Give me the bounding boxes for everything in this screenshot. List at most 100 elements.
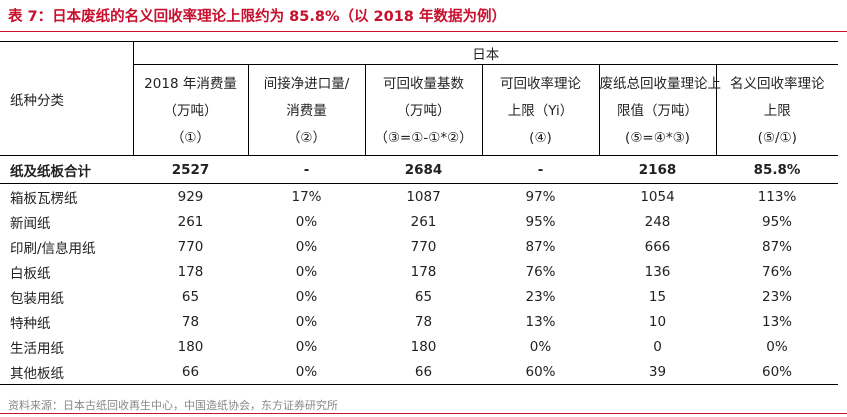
table-cell: 666 bbox=[644, 238, 671, 255]
table-cell: 23% bbox=[525, 288, 556, 305]
column-header-line: （②） bbox=[286, 130, 327, 146]
table-cell: 0% bbox=[295, 213, 318, 230]
table-cell: 0 bbox=[653, 338, 662, 355]
table-cell: 178 bbox=[177, 263, 204, 280]
table-row: 白板纸 178 0% 178 76% 136 76% bbox=[0, 259, 838, 284]
table-cell: 65 bbox=[414, 288, 433, 305]
table-cell: 2168 bbox=[599, 155, 716, 184]
table-cell: 60% bbox=[482, 359, 599, 385]
table-cell: 97% bbox=[525, 188, 556, 205]
row-label: 其他板纸 bbox=[0, 359, 133, 385]
table-cell: 0% bbox=[295, 338, 318, 355]
column-header-line: 上限（Yi） bbox=[507, 103, 574, 119]
table-cell: 78 bbox=[181, 313, 200, 330]
column-header-line: （万吨） bbox=[396, 103, 451, 119]
column-header-line: 可回收量基数 bbox=[383, 76, 464, 92]
table-cell: 0% bbox=[295, 263, 318, 280]
total-row: 纸及纸板合计 2527-2684-2168 85.8% bbox=[0, 155, 839, 184]
column-header-line: 间接净进口量/ bbox=[263, 76, 350, 92]
table-cell: 929 bbox=[177, 188, 204, 205]
column-header-line: 上限 bbox=[763, 103, 791, 119]
table-cell: 2684 bbox=[365, 155, 482, 184]
table-cell: 2527 bbox=[133, 155, 248, 184]
table-cell: 770 bbox=[410, 238, 437, 255]
footer-divider bbox=[0, 413, 847, 414]
table-cell: 66 bbox=[365, 359, 482, 385]
data-table: 纸种分类 日本 2018 年消费量 （万吨） （①） 间接净进口量/消费量 （②） 可回收… bbox=[0, 41, 839, 385]
column-header-line: (⑤/①) bbox=[757, 130, 797, 146]
table-cell: 0% bbox=[295, 313, 318, 330]
table-cell: 261 bbox=[410, 213, 437, 230]
table-cell: 78 bbox=[414, 313, 433, 330]
table-cell: 0% bbox=[766, 338, 788, 355]
row-label: 纸及纸板合计 bbox=[0, 155, 133, 184]
column-header-line: 废纸总回收量理论上 bbox=[599, 76, 722, 92]
group-header: 日本 bbox=[132, 41, 839, 65]
table-cell: 39 bbox=[599, 359, 716, 385]
table-cell: 0% bbox=[295, 288, 318, 305]
table-row: 包装用纸 65 0% 65 23% 15 23% bbox=[0, 284, 838, 309]
column-header-line: 可回收率理论 bbox=[500, 76, 581, 92]
table-cell: 0% bbox=[295, 238, 318, 255]
table-cell: 23% bbox=[762, 288, 793, 305]
title-divider bbox=[0, 31, 847, 32]
table-cell: 180 bbox=[177, 338, 204, 355]
table-cell: - bbox=[248, 155, 365, 184]
row-label: 包装用纸 bbox=[10, 290, 64, 307]
table-cell: 248 bbox=[644, 213, 671, 230]
row-label: 箱板瓦楞纸 bbox=[10, 190, 78, 207]
column-header: 2018 年消费量 （万吨） （①） bbox=[132, 64, 248, 156]
table-cell: 65 bbox=[181, 288, 200, 305]
table-row: 箱板瓦楞纸 929 17% 1087 97% 1054 113% bbox=[0, 184, 838, 210]
table-row: 生活用纸 180 0% 180 0% 0 0% bbox=[0, 334, 838, 359]
table-cell: 95% bbox=[762, 213, 793, 230]
table-cell: 76% bbox=[525, 263, 556, 280]
column-header: 名义回收率理论 上限 (⑤/①) bbox=[715, 64, 839, 156]
table-cell: 60% bbox=[716, 359, 839, 385]
table-cell: 178 bbox=[410, 263, 437, 280]
table-cell: 261 bbox=[177, 213, 204, 230]
table-cell: 15 bbox=[648, 288, 667, 305]
table-cell: 13% bbox=[762, 313, 793, 330]
table-cell: 770 bbox=[177, 238, 204, 255]
column-header-row: 2018 年消费量 （万吨） （①） 间接净进口量/消费量 （②） 可回收量基数 （万吨） （… bbox=[0, 64, 839, 156]
column-header: 间接净进口量/消费量 （②） bbox=[247, 64, 365, 156]
table-cell: 95% bbox=[525, 213, 556, 230]
column-header-line: 限值（万吨） bbox=[617, 103, 698, 119]
table-cell: 10 bbox=[648, 313, 667, 330]
column-header: 废纸总回收量理论上 限值（万吨） (⑤=④*③) bbox=[598, 64, 722, 156]
column-header: 可回收量基数 （万吨） （③=①-①*②） bbox=[364, 64, 482, 156]
table-cell: 180 bbox=[410, 338, 437, 355]
row-label: 生活用纸 bbox=[10, 340, 64, 357]
table-row: 特种纸 78 0% 78 13% 10 13% bbox=[0, 309, 838, 334]
table-cell: 87% bbox=[525, 238, 556, 255]
table-cell: 17% bbox=[291, 188, 322, 205]
table-row: 印刷/信息用纸 770 0% 770 87% 666 87% bbox=[0, 234, 838, 259]
column-header-line: (⑤=④*③) bbox=[625, 130, 690, 146]
table-cell: 85.8% bbox=[716, 155, 839, 184]
row-label: 新闻纸 bbox=[10, 215, 51, 232]
table-cell: 13% bbox=[525, 313, 556, 330]
column-header-line: （①） bbox=[170, 130, 211, 146]
column-header-line: 2018 年消费量 bbox=[144, 76, 237, 92]
column-header-line: (④) bbox=[529, 130, 552, 146]
column-header-line: （③=①-①*②） bbox=[374, 130, 473, 146]
table-body: 纸及纸板合计 2527-2684-2168 85.8% 箱板瓦楞纸 929 17% 1087… bbox=[0, 155, 839, 385]
row-label: 白板纸 bbox=[10, 265, 51, 282]
table-cell: 0% bbox=[529, 338, 552, 355]
corner-label: 纸种分类 bbox=[0, 41, 133, 156]
table-cell: 113% bbox=[757, 188, 797, 205]
table-row: 新闻纸 261 0% 261 95% 248 95% bbox=[0, 209, 838, 234]
table-cell: 1087 bbox=[406, 188, 441, 205]
table-cell: 136 bbox=[644, 263, 671, 280]
table-title: 表 7：日本废纸的名义回收率理论上限约为 85.8%（以 2018 年数据为例） bbox=[8, 9, 506, 25]
row-label: 印刷/信息用纸 bbox=[10, 240, 96, 257]
row-label: 特种纸 bbox=[10, 315, 51, 332]
column-header-line: 名义回收率理论 bbox=[730, 76, 825, 92]
table-cell: 66 bbox=[133, 359, 248, 385]
column-header-line: 消费量 bbox=[286, 103, 327, 119]
table-cell: 87% bbox=[762, 238, 793, 255]
table-cell: - bbox=[482, 155, 599, 184]
table-cell: 1054 bbox=[640, 188, 675, 205]
column-header: 可回收率理论 上限（Yi） (④) bbox=[481, 64, 599, 156]
